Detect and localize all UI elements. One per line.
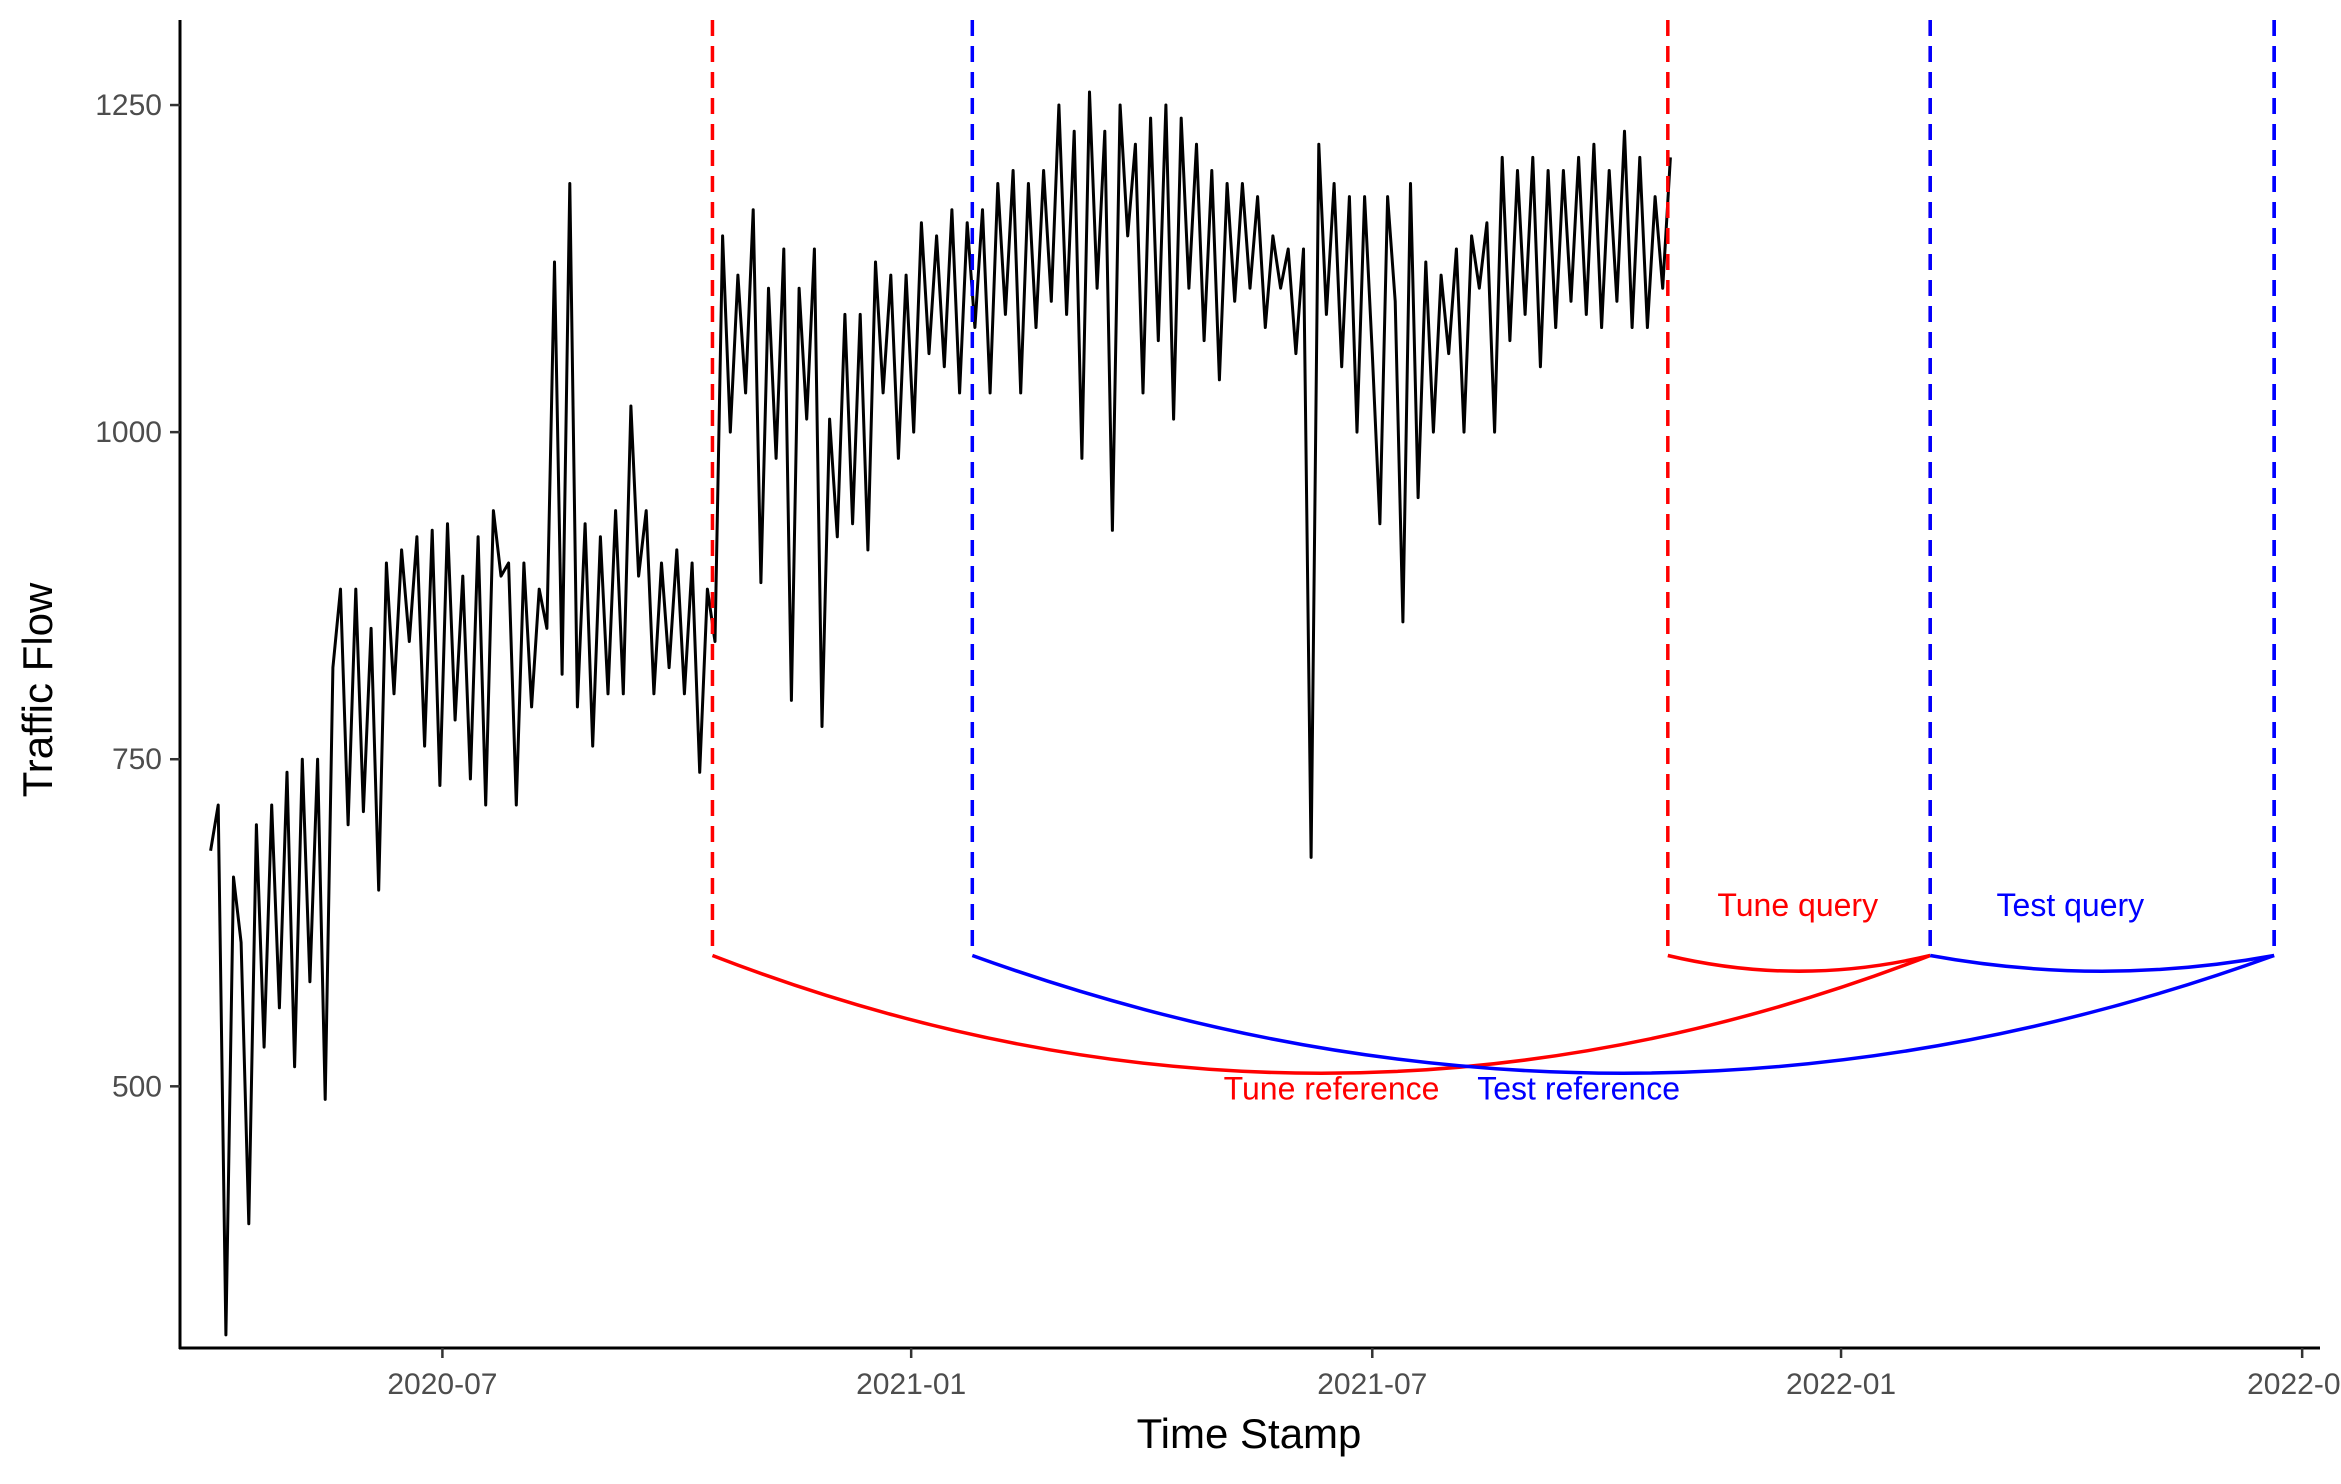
annotation-arc [1667,953,1931,973]
series-line [209,90,1672,1337]
x-tick-label: 2022-07 [2247,1368,2341,1401]
y-tick-label: 750 [112,743,162,776]
annotation-label: Test reference [1477,1070,1680,1106]
data-series [209,90,1672,1337]
annotations: Tune reference Test reference Tune query Te… [710,20,2276,1106]
y-axis-title: Traffic Flow [14,582,61,797]
axes: 500 750 1000 1250 2020-07 2021-01 2021-07 2022-… [95,20,2341,1401]
y-tick-label: 1250 [95,89,162,122]
annotation-label: Test query [1997,887,2145,923]
annotation-arc [1929,953,2275,973]
x-tick-label: 2021-07 [1317,1368,1427,1401]
annotation-label: Tune reference [1224,1070,1440,1106]
y-tick-label: 500 [112,1070,162,1103]
x-tick-label: 2022-01 [1786,1368,1896,1401]
annotation-arc [971,953,2275,1075]
x-tick-label: 2020-07 [387,1368,497,1401]
annotation-label: Tune query [1717,887,1878,923]
y-tick-label: 1000 [95,416,162,449]
annotation-arc [711,953,1931,1075]
x-axis-title: Time Stamp [1137,1410,1362,1457]
x-tick-label: 2021-01 [856,1368,966,1401]
